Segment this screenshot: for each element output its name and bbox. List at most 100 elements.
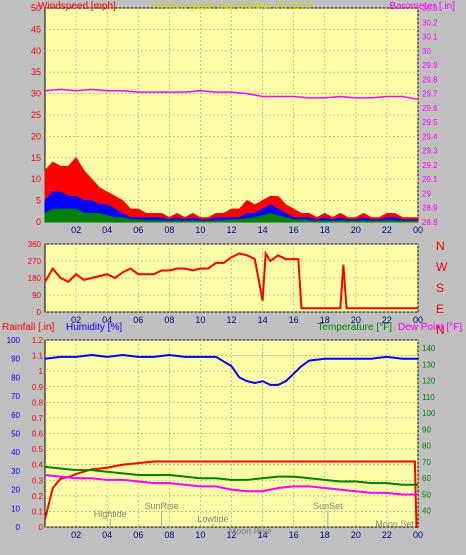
- x-tick-label: 00: [413, 530, 423, 540]
- chart-title: 24 hour graph day October 25 2017: [153, 1, 312, 12]
- x-tick-label: 10: [195, 530, 205, 540]
- series-dew-point: [44, 473, 418, 496]
- temp-y-tick: 120: [422, 377, 436, 386]
- x-tick-label: 22: [382, 225, 392, 235]
- rainfall-axis-title: Rainfall [.in]: [2, 322, 54, 333]
- wind-y-tick: 50: [31, 3, 41, 13]
- x-tick-label: 18: [320, 225, 330, 235]
- rain-y-tick: 0.8: [32, 398, 44, 407]
- compass-label: E: [436, 302, 444, 316]
- rain-y-tick: 0.3: [32, 476, 44, 485]
- rain-y-tick: 0.6: [32, 430, 44, 439]
- temp-y-tick: 70: [422, 458, 431, 467]
- wind-y-tick: 5: [36, 196, 41, 206]
- compass-label: S: [436, 281, 444, 295]
- x-tick-label: 22: [382, 530, 392, 540]
- barometer-line: [44, 88, 419, 101]
- rain-y-tick: 0.9: [32, 383, 44, 392]
- x-tick-label: 18: [320, 315, 330, 325]
- plot-area-0: [44, 7, 419, 223]
- humidity-y-tick: 60: [11, 411, 20, 420]
- annotation-label: Hightide: [94, 509, 127, 519]
- annotation-label: SunRise: [145, 501, 179, 511]
- x-tick-label: 10: [195, 315, 205, 325]
- rain-y-tick: 1: [39, 367, 44, 376]
- x-tick-label: 14: [258, 315, 268, 325]
- baro-y-tick: 30.2: [422, 18, 438, 27]
- humidity-axis-title: Humidity [%]: [66, 322, 122, 333]
- x-tick-label: 06: [133, 315, 143, 325]
- wind-y-tick: 10: [31, 174, 41, 184]
- temp-y-tick: 130: [422, 360, 436, 369]
- x-tick-label: 08: [164, 315, 174, 325]
- temp-y-tick: 110: [422, 393, 435, 402]
- x-tick-label: 08: [164, 530, 174, 540]
- rain-y-tick: 1.2: [32, 336, 44, 345]
- x-tick-label: 00: [413, 315, 423, 325]
- baro-y-tick: 30.1: [422, 33, 438, 42]
- rain-y-tick: 0.4: [32, 461, 44, 470]
- x-tick-label: 14: [258, 225, 268, 235]
- baro-y-tick: 29.7: [422, 90, 438, 99]
- wind-direction-line: [44, 250, 418, 310]
- baro-y-tick: 29.4: [422, 132, 438, 141]
- humidity-y-tick: 20: [11, 486, 20, 495]
- humidity-y-tick: 30: [11, 467, 20, 476]
- wind-y-tick: 0: [36, 217, 41, 227]
- x-tick-label: 06: [133, 225, 143, 235]
- annotation-label: Lowtide: [197, 514, 228, 524]
- series-temperature: [44, 465, 418, 486]
- compass-label: N: [436, 239, 445, 253]
- wind-y-tick: 35: [31, 67, 41, 77]
- wind-y-tick: 40: [31, 46, 41, 56]
- wind-y-tick: 25: [31, 110, 41, 120]
- dir-y-tick: 0: [37, 308, 42, 317]
- wind-axis-title: Windspeed [mph]: [38, 1, 116, 12]
- wind-y-tick: 15: [31, 153, 41, 163]
- x-tick-label: 16: [289, 530, 299, 540]
- x-tick-label: 12: [226, 225, 236, 235]
- rain-y-tick: 0.2: [32, 492, 44, 501]
- x-tick-label: 20: [351, 225, 361, 235]
- baro-y-tick: 30: [422, 47, 431, 56]
- dewpoint-axis-title: Dew Point [°F]: [398, 322, 462, 333]
- annotation-label: Moon Rise: [229, 526, 272, 536]
- humidity-y-tick: 10: [11, 504, 20, 513]
- x-tick-label: 08: [164, 225, 174, 235]
- rain-y-tick: 0.5: [32, 445, 44, 454]
- humidity-y-tick: 80: [11, 373, 20, 382]
- x-tick-label: 10: [195, 225, 205, 235]
- temp-y-tick: 90: [422, 425, 431, 434]
- x-tick-label: 12: [226, 315, 236, 325]
- x-tick-label: 18: [320, 530, 330, 540]
- baro-y-tick: 30.3: [422, 4, 438, 13]
- x-tick-label: 06: [133, 530, 143, 540]
- x-tick-label: 02: [71, 530, 81, 540]
- baro-y-tick: 29.3: [422, 147, 438, 156]
- barometer-axis-title: Barometer [.in]: [389, 1, 455, 12]
- temp-y-tick: 40: [422, 507, 431, 516]
- dir-y-tick: 90: [32, 291, 41, 300]
- baro-y-tick: 29.9: [422, 61, 438, 70]
- x-tick-label: 16: [289, 225, 299, 235]
- wind-y-tick: 20: [31, 131, 41, 141]
- temp-y-tick: 100: [422, 409, 436, 418]
- baro-y-tick: 29.2: [422, 161, 438, 170]
- x-tick-label: 16: [289, 315, 299, 325]
- temp-y-tick: 140: [422, 344, 436, 353]
- baro-y-tick: 29.1: [422, 175, 438, 184]
- humidity-y-tick: 50: [11, 430, 20, 439]
- rain-y-tick: 1.1: [32, 352, 44, 361]
- baro-y-tick: 28.9: [422, 204, 438, 213]
- baro-y-tick: 29.6: [422, 104, 438, 113]
- rain-y-tick: 0.1: [32, 507, 44, 516]
- humidity-y-tick: 90: [11, 355, 20, 364]
- humidity-y-tick: 40: [11, 448, 20, 457]
- x-tick-label: 00: [413, 225, 423, 235]
- temp-y-tick: 50: [422, 490, 431, 499]
- compass-label: W: [436, 260, 448, 274]
- x-tick-label: 04: [102, 315, 112, 325]
- baro-y-tick: 29.5: [422, 118, 438, 127]
